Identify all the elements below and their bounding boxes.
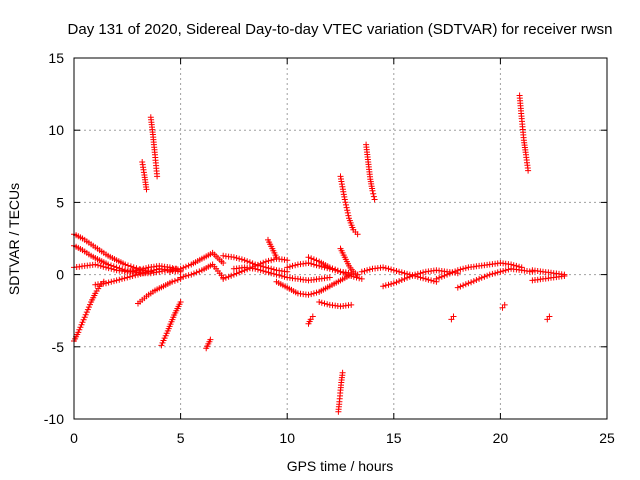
y-axis-label: SDTVAR / TECUs: [6, 183, 22, 295]
data-point-markers: [71, 231, 154, 275]
data-point-markers: [316, 299, 355, 310]
data-point-markers: [71, 261, 184, 275]
series-arc-3: [71, 278, 107, 344]
plot-frame: [73, 57, 608, 420]
series-arc-8: [147, 114, 161, 180]
y-tick-label: -5: [52, 339, 65, 355]
series-arc-14: [220, 252, 291, 275]
series-arc-19: [305, 313, 316, 327]
data-point-markers: [337, 173, 361, 238]
data-point-markers: [139, 159, 150, 193]
series-arc-4: [71, 261, 184, 275]
series-arc-34: [529, 273, 568, 284]
series-arc-22: [335, 369, 346, 415]
series-arc-24: [337, 245, 361, 278]
series-arc-9: [158, 299, 184, 349]
series-arc-11: [177, 261, 227, 281]
series-arc-17: [273, 271, 355, 298]
series-arc-6: [135, 275, 184, 307]
x-tick-label: 20: [493, 430, 509, 446]
series-arc-29: [448, 313, 457, 323]
data-point-markers: [363, 141, 378, 203]
series-arc-32: [516, 92, 532, 174]
series-arc-12: [203, 336, 214, 352]
x-tick-label: 5: [177, 430, 185, 446]
tick-labels: 0 5 10 15 20 25 -10 -5 0 5 10 15: [44, 50, 615, 446]
y-tick-label: 5: [56, 194, 64, 210]
y-tick-label: 15: [48, 50, 64, 66]
data-point-markers: [305, 313, 316, 327]
data-point-markers: [448, 313, 457, 323]
series-arc-23: [337, 173, 361, 238]
data-point-markers: [529, 273, 568, 284]
series-arc-20: [316, 299, 355, 310]
series-arc-10: [166, 249, 227, 275]
series-arc-15: [230, 264, 333, 284]
data-point-markers: [158, 299, 184, 349]
data-point-markers: [433, 260, 525, 282]
series-arc-7: [139, 159, 150, 193]
y-tick-label: -10: [44, 411, 64, 427]
data-point-markers: [499, 301, 508, 311]
data-point-markers: [147, 114, 161, 180]
data-point-markers: [220, 252, 291, 275]
grid: [74, 58, 607, 419]
data-point-markers: [230, 264, 333, 284]
data-point-markers: [166, 249, 227, 275]
series-arc-21: [305, 254, 365, 282]
y-tick-label: 10: [48, 122, 64, 138]
series-arc-28: [433, 260, 525, 282]
x-axis-label: GPS time / hours: [287, 458, 394, 474]
data-point-markers: [265, 236, 280, 261]
chart-title: Day 131 of 2020, Sidereal Day-to-day VTE…: [68, 21, 613, 38]
data-point-markers: [305, 254, 365, 282]
axes: [73, 57, 608, 420]
data-point-markers: [337, 245, 361, 278]
x-tick-label: 10: [279, 430, 295, 446]
series-arc-35: [544, 313, 553, 323]
y-tick-label: 0: [56, 267, 64, 283]
series-arc-26: [363, 141, 378, 203]
x-tick-label: 25: [599, 430, 615, 446]
data-point-markers: [71, 278, 107, 344]
x-tick-label: 15: [386, 430, 402, 446]
series-arc-30: [454, 265, 536, 291]
data-point-markers: [203, 336, 214, 352]
data-point-markers: [516, 92, 532, 174]
data-point-markers: [544, 313, 553, 323]
data-point-markers: [135, 275, 184, 307]
series-arc-1: [71, 231, 154, 275]
x-tick-label: 0: [70, 430, 78, 446]
data-point-markers: [335, 369, 346, 415]
data-point-markers: [177, 261, 227, 281]
data-point-markers: [454, 265, 536, 291]
series-arc-31: [499, 301, 508, 311]
data-points: [71, 92, 568, 415]
series-arc-16: [265, 236, 280, 261]
data-point-markers: [273, 271, 355, 298]
